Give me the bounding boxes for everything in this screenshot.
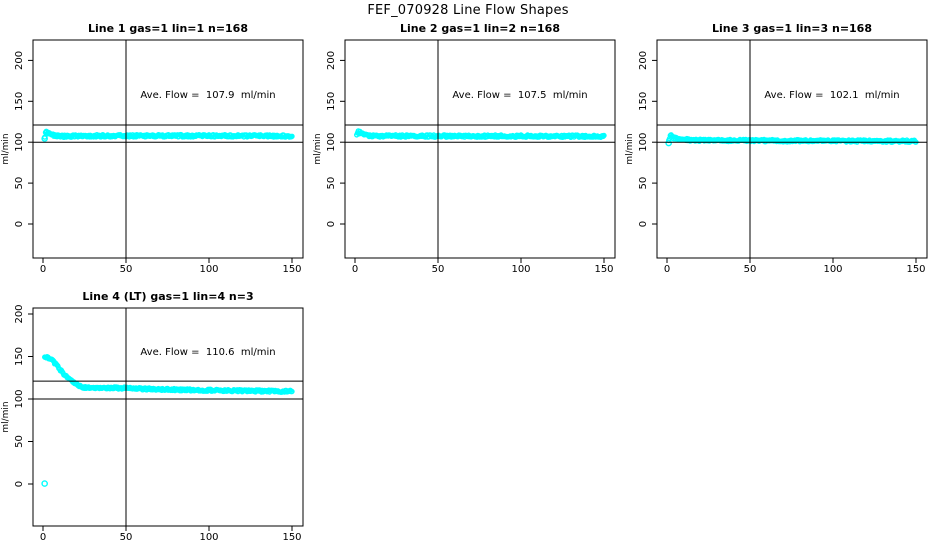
svg-text:50: 50 xyxy=(14,435,25,448)
svg-text:50: 50 xyxy=(638,177,649,190)
svg-text:0: 0 xyxy=(40,264,46,275)
line1-plot: 0 50 100 150 0 50 100 150 200 ml/min xyxy=(1,39,304,275)
svg-text:150: 150 xyxy=(326,92,337,111)
svg-text:100: 100 xyxy=(823,264,842,275)
svg-text:ml/min: ml/min xyxy=(1,133,11,164)
panel-line3: 0 50 100 150 0 50 100 150 200 ml/min Line 3 gas=1… xyxy=(624,22,936,280)
svg-text:200: 200 xyxy=(638,51,649,70)
svg-text:0: 0 xyxy=(638,221,649,227)
svg-text:50: 50 xyxy=(120,264,133,275)
panel-title: Line 3 gas=1 lin=3 n=168 xyxy=(711,22,872,35)
page-title: FEF_070928 Line Flow Shapes xyxy=(367,3,569,18)
svg-text:ml/min: ml/min xyxy=(625,133,635,164)
svg-text:100: 100 xyxy=(14,389,25,408)
panel-title: Line 4 (LT) gas=1 lin=4 n=3 xyxy=(82,290,254,303)
svg-text:50: 50 xyxy=(120,532,133,540)
svg-text:100: 100 xyxy=(326,133,337,152)
svg-text:ml/min: ml/min xyxy=(1,401,11,432)
panel-title: Line 2 gas=1 lin=2 n=168 xyxy=(399,22,560,35)
svg-text:0: 0 xyxy=(14,221,25,227)
svg-text:0: 0 xyxy=(352,264,358,275)
line2-plot: 0 50 100 150 0 50 100 150 200 ml/min xyxy=(313,39,616,275)
svg-text:150: 150 xyxy=(14,92,25,111)
panel-line4: 0 50 100 150 0 50 100 150 200 ml/min Line 4 (LT) … xyxy=(0,282,312,540)
svg-text:150: 150 xyxy=(282,532,301,540)
svg-text:100: 100 xyxy=(638,133,649,152)
panel-line1: 0 50 100 150 0 50 100 150 200 ml/min Line 1 gas=1… xyxy=(0,22,312,280)
svg-text:0: 0 xyxy=(14,481,25,487)
svg-text:50: 50 xyxy=(432,264,445,275)
avg-flow-annotation: Ave. Flow = 107.5 ml/min xyxy=(452,90,588,101)
svg-text:50: 50 xyxy=(14,177,25,190)
svg-text:150: 150 xyxy=(594,264,613,275)
svg-text:100: 100 xyxy=(199,532,218,540)
avg-flow-annotation: Ave. Flow = 107.9 ml/min xyxy=(140,90,276,101)
svg-text:0: 0 xyxy=(326,221,337,227)
line3-plot: 0 50 100 150 0 50 100 150 200 ml/min xyxy=(625,39,928,275)
avg-flow-annotation: Ave. Flow = 102.1 ml/min xyxy=(764,90,900,101)
svg-text:150: 150 xyxy=(638,92,649,111)
svg-text:200: 200 xyxy=(14,51,25,70)
svg-text:0: 0 xyxy=(40,532,46,540)
svg-text:150: 150 xyxy=(906,264,925,275)
panel-line2: 0 50 100 150 0 50 100 150 200 ml/min Line 2 gas=1… xyxy=(312,22,624,280)
svg-text:200: 200 xyxy=(14,304,25,323)
svg-text:100: 100 xyxy=(14,133,25,152)
svg-text:50: 50 xyxy=(326,177,337,190)
svg-text:150: 150 xyxy=(282,264,301,275)
svg-text:150: 150 xyxy=(14,347,25,366)
svg-text:100: 100 xyxy=(199,264,218,275)
svg-text:100: 100 xyxy=(511,264,530,275)
svg-text:ml/min: ml/min xyxy=(313,133,323,164)
svg-text:200: 200 xyxy=(326,51,337,70)
panel-title: Line 1 gas=1 lin=1 n=168 xyxy=(87,22,248,35)
svg-text:0: 0 xyxy=(664,264,670,275)
svg-text:50: 50 xyxy=(744,264,757,275)
avg-flow-annotation: Ave. Flow = 110.6 ml/min xyxy=(140,347,276,358)
line4-plot: 0 50 100 150 0 50 100 150 200 ml/min xyxy=(1,304,304,540)
